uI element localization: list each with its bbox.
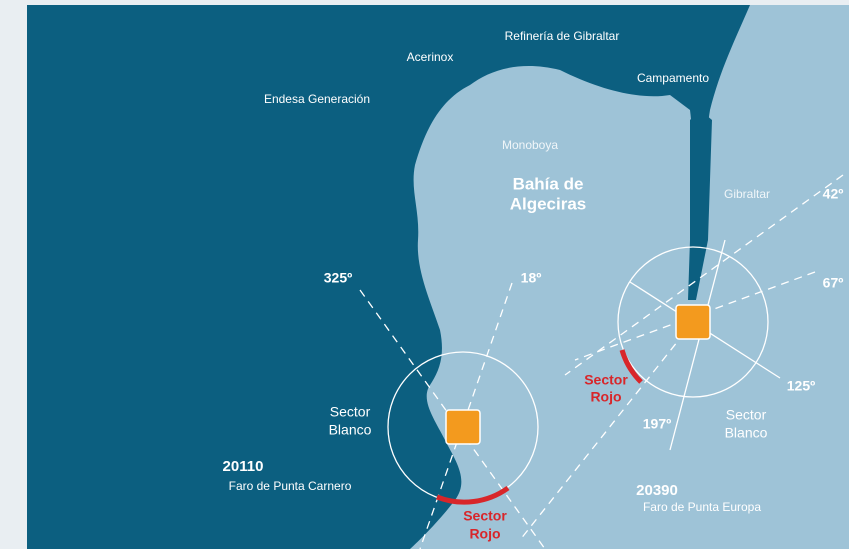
- place-label: Monoboya: [502, 138, 558, 152]
- angle-label: 325º: [324, 270, 352, 286]
- light-2: [519, 174, 844, 541]
- angle-label: 197º: [643, 416, 671, 432]
- sector-line: [564, 174, 844, 376]
- sector-line: [519, 321, 694, 541]
- angle-label: 67º: [823, 275, 844, 291]
- angle-label: 18º: [521, 270, 542, 286]
- red-arc: [436, 485, 510, 505]
- place-label: Endesa Generación: [264, 92, 370, 106]
- sector-label: Rojo: [590, 389, 621, 405]
- bay-label: Bahía de: [513, 174, 584, 193]
- place-label: Gibraltar: [724, 187, 770, 201]
- light-name: Faro de Punta Carnero: [229, 479, 352, 493]
- angle-label: 125º: [787, 378, 815, 394]
- lighthouse: [445, 409, 481, 445]
- land-west: [27, 5, 750, 549]
- light-id: 20390: [636, 482, 678, 499]
- red-arc: [619, 349, 643, 384]
- place-label: Acerinox: [407, 50, 454, 64]
- range-circle: [617, 246, 769, 398]
- lighthouse: [675, 304, 711, 340]
- place-label: Refinería de Gibraltar: [505, 29, 620, 43]
- sector-line: [669, 239, 726, 451]
- sector-label: Sector: [726, 407, 767, 423]
- place-label: Campamento: [637, 71, 709, 85]
- sector-label: Blanco: [725, 425, 768, 441]
- gibraltar-isthmus: [688, 110, 712, 300]
- light-id: 20110: [223, 458, 264, 475]
- bay-label: Algeciras: [510, 194, 587, 213]
- sector-label: Blanco: [329, 422, 372, 438]
- light-1: [359, 282, 546, 549]
- sector-label: Rojo: [469, 526, 500, 542]
- sector-label: Sector: [330, 404, 371, 420]
- sector-label: Sector: [584, 372, 628, 388]
- sector-label: Sector: [463, 508, 507, 524]
- angle-label: 42º: [823, 186, 844, 202]
- light-name: Faro de Punta Europa: [643, 500, 761, 514]
